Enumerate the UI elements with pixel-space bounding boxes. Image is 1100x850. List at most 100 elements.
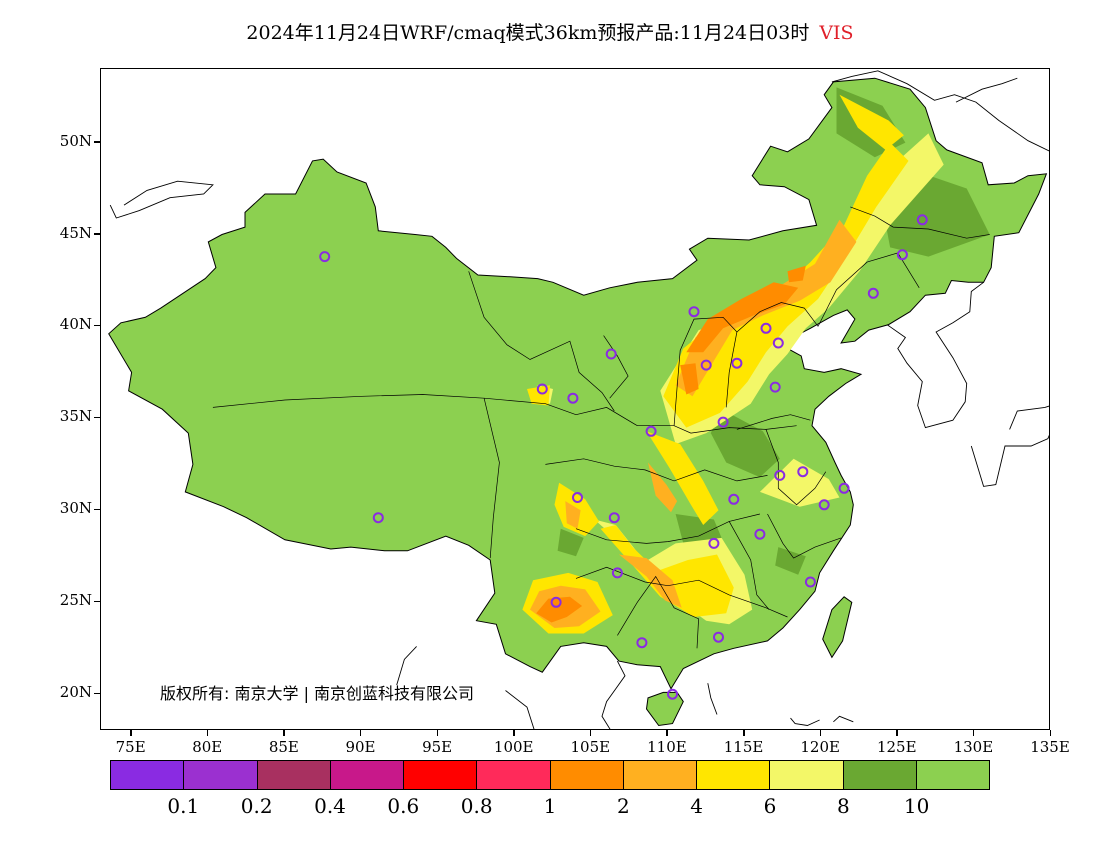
city-station-marker: [645, 425, 657, 437]
city-station-marker: [760, 322, 772, 334]
province-border: [765, 429, 827, 506]
province-border: [212, 394, 577, 416]
china-landmass: [108, 77, 1048, 690]
hainan-island: [645, 691, 684, 727]
longitude-tick-mark: [130, 730, 132, 736]
longitude-tick-label: 95E: [422, 738, 453, 756]
vis-8-10-region: [775, 547, 806, 575]
longitude-tick-label: 85E: [268, 738, 299, 756]
map-frame: [100, 68, 1050, 730]
longitude-tick-mark: [589, 730, 592, 736]
longitude-tick-label: 135E: [1030, 738, 1070, 756]
colorbar-swatch: [404, 761, 478, 789]
coastline: [833, 715, 854, 723]
longitude-tick-label: 125E: [876, 738, 917, 756]
city-station-marker: [608, 512, 620, 524]
colorbar-swatch: [330, 761, 404, 789]
longitude-tick-mark: [666, 730, 668, 736]
coastline: [1009, 405, 1049, 430]
colorbar-label: 8: [836, 794, 850, 818]
province-border: [817, 252, 920, 327]
city-station-marker: [731, 357, 743, 369]
colorbar: [110, 760, 990, 790]
city-station-marker: [319, 251, 331, 263]
vis-4-6-region: [839, 94, 904, 150]
longitude-tick-label: 100E: [493, 738, 534, 756]
city-station-marker: [567, 392, 579, 404]
vis-1-2-region: [680, 363, 699, 395]
vis-2-4-region: [565, 501, 581, 529]
coastline: [601, 660, 626, 729]
longitude-tick-mark: [819, 730, 822, 736]
vis-8-10-region: [557, 528, 584, 557]
copyright-notice: 版权所有: 南京大学 | 南京创蓝科技有限公司: [160, 684, 475, 703]
latitude-tick-mark: [94, 324, 100, 327]
taiwan-island: [822, 596, 853, 659]
map-title: 2024年11月24日WRF/cmaq模式36km预报产品:11月24日03时 V…: [0, 18, 1100, 45]
colorbar-label: 6: [763, 794, 777, 818]
latitude-tick-mark: [94, 416, 100, 419]
colorbar-swatch: [843, 761, 917, 789]
colorbar-swatch: [550, 761, 624, 789]
colorbar-label: 2: [616, 794, 630, 818]
city-station-marker: [708, 537, 720, 549]
province-border: [850, 206, 990, 239]
city-station-marker: [688, 306, 700, 318]
province-border: [483, 398, 500, 559]
vis-8-10-region: [710, 409, 780, 478]
vis-1-2-region: [686, 282, 799, 353]
colorbar-label: 0.1: [167, 794, 200, 818]
longitude-tick-mark: [972, 730, 975, 736]
coastline: [831, 70, 1049, 152]
province-border: [545, 458, 768, 482]
latitude-tick-mark: [94, 141, 100, 143]
longitude-tick-mark: [359, 730, 362, 736]
coastline: [886, 281, 984, 429]
colorbar-label: 0.8: [460, 794, 493, 818]
province-border: [673, 316, 738, 426]
longitude-tick-mark: [206, 730, 209, 736]
latitude-tick-label: 25N: [59, 591, 92, 610]
city-station-marker: [896, 249, 908, 261]
city-station-marker: [717, 416, 729, 428]
longitude-tick-label: 75E: [115, 738, 146, 756]
vis-1-2-region: [536, 596, 583, 623]
latitude-tick-label: 30N: [59, 499, 92, 518]
longitude-tick-mark: [283, 730, 285, 736]
province-border: [468, 271, 615, 412]
colorbar-swatch: [111, 761, 185, 789]
longitude-tick-mark: [743, 730, 745, 736]
city-station-marker: [867, 287, 879, 299]
longitude-tick-label: 115E: [723, 738, 764, 756]
province-border: [736, 302, 819, 333]
province-border: [728, 521, 770, 610]
coastline: [955, 77, 1018, 103]
longitude-tick-label: 105E: [570, 738, 611, 756]
coastline: [790, 717, 820, 726]
city-station-marker: [372, 512, 384, 524]
latitude-tick-mark: [94, 233, 100, 235]
province-border: [617, 575, 699, 649]
city-station-marker: [605, 348, 617, 360]
city-station-marker: [536, 383, 548, 395]
city-station-marker: [728, 493, 740, 505]
colorbar-swatch: [697, 761, 771, 789]
coastline: [707, 683, 718, 715]
colorbar-label: 4: [690, 794, 704, 818]
longitude-tick-label: 90E: [345, 738, 376, 756]
vis-2-4-region: [648, 462, 678, 513]
latitude-tick-mark: [94, 600, 100, 603]
province-border: [603, 335, 629, 399]
colorbar-label: 1: [543, 794, 557, 818]
colorbar-label: 0.2: [240, 794, 273, 818]
city-station-marker: [818, 499, 830, 511]
latitude-tick-label: 40N: [59, 315, 92, 334]
vis-6-8-region: [759, 458, 840, 507]
colorbar-swatch: [257, 761, 331, 789]
longitude-tick-label: 80E: [192, 738, 223, 756]
longitude-tick-mark: [1049, 730, 1051, 736]
city-station-marker: [769, 381, 781, 393]
latitude-tick-label: 20N: [59, 683, 92, 702]
city-station-marker: [550, 596, 562, 608]
title-variable: VIS: [819, 22, 854, 44]
